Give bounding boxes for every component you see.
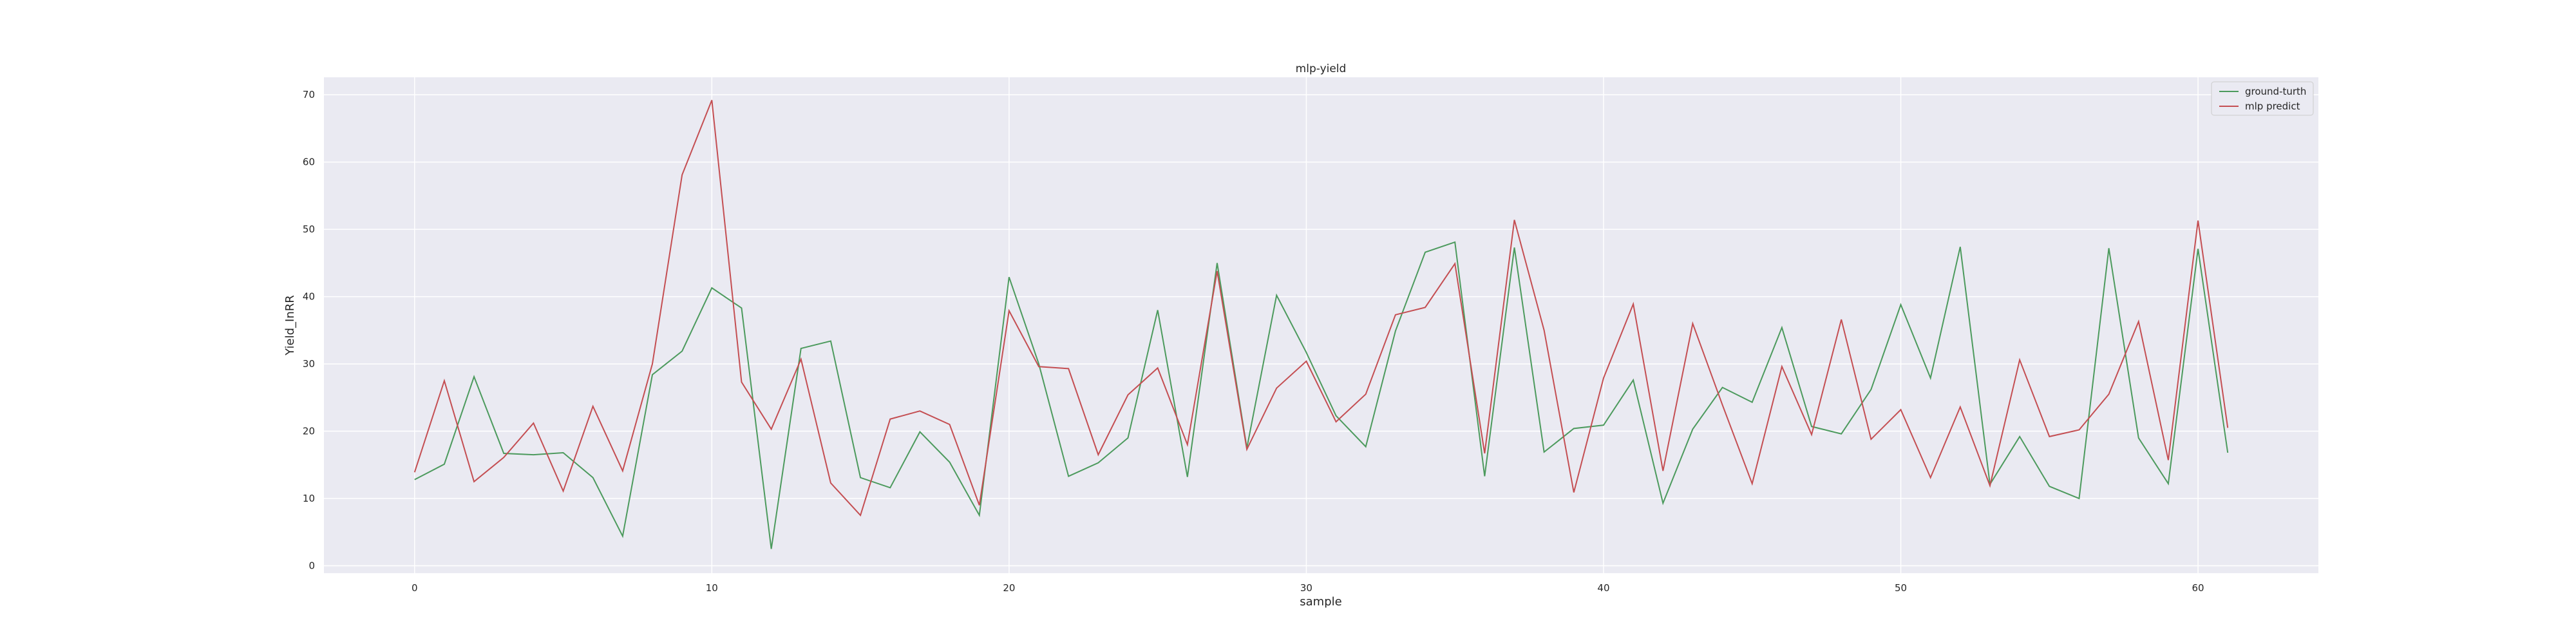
y-tick-label: 30 <box>303 358 315 370</box>
y-tick-label: 60 <box>303 156 315 168</box>
grid-lines <box>324 77 2318 573</box>
x-tick-label: 30 <box>1300 582 1312 594</box>
y-axis-label: Yield_InRR <box>283 295 297 356</box>
y-tick-label: 50 <box>303 223 315 235</box>
legend-label-mlp-predict: mlp predict <box>2245 100 2300 112</box>
y-tick-label: 10 <box>303 493 315 504</box>
series-line-ground-turth <box>414 241 2229 549</box>
plot-area <box>324 77 2318 573</box>
x-tick-label: 50 <box>1895 582 1907 594</box>
y-tick-label: 20 <box>303 426 315 437</box>
legend: ground-turth mlp predict <box>2211 81 2314 116</box>
x-tick-label: 10 <box>706 582 718 594</box>
tick-labels: 0 10 20 30 40 50 60 0 10 20 30 40 50 60 70 <box>303 89 2204 594</box>
y-tick-label: 70 <box>303 89 315 100</box>
x-axis-label: sample <box>1300 595 1341 609</box>
x-tick-label: 20 <box>1003 582 1015 594</box>
series-line-mlp-predict <box>413 100 2229 517</box>
y-tick-label: 0 <box>308 560 315 572</box>
x-tick-label: 0 <box>412 582 418 594</box>
x-tick-label: 40 <box>1597 582 1609 594</box>
x-tick-label: 60 <box>2192 582 2204 594</box>
chart-title: mlp-yield <box>1296 62 1347 75</box>
series-layer <box>413 100 2229 549</box>
y-tick-label: 40 <box>303 291 315 303</box>
legend-label-ground-turth: ground-turth <box>2245 86 2306 97</box>
